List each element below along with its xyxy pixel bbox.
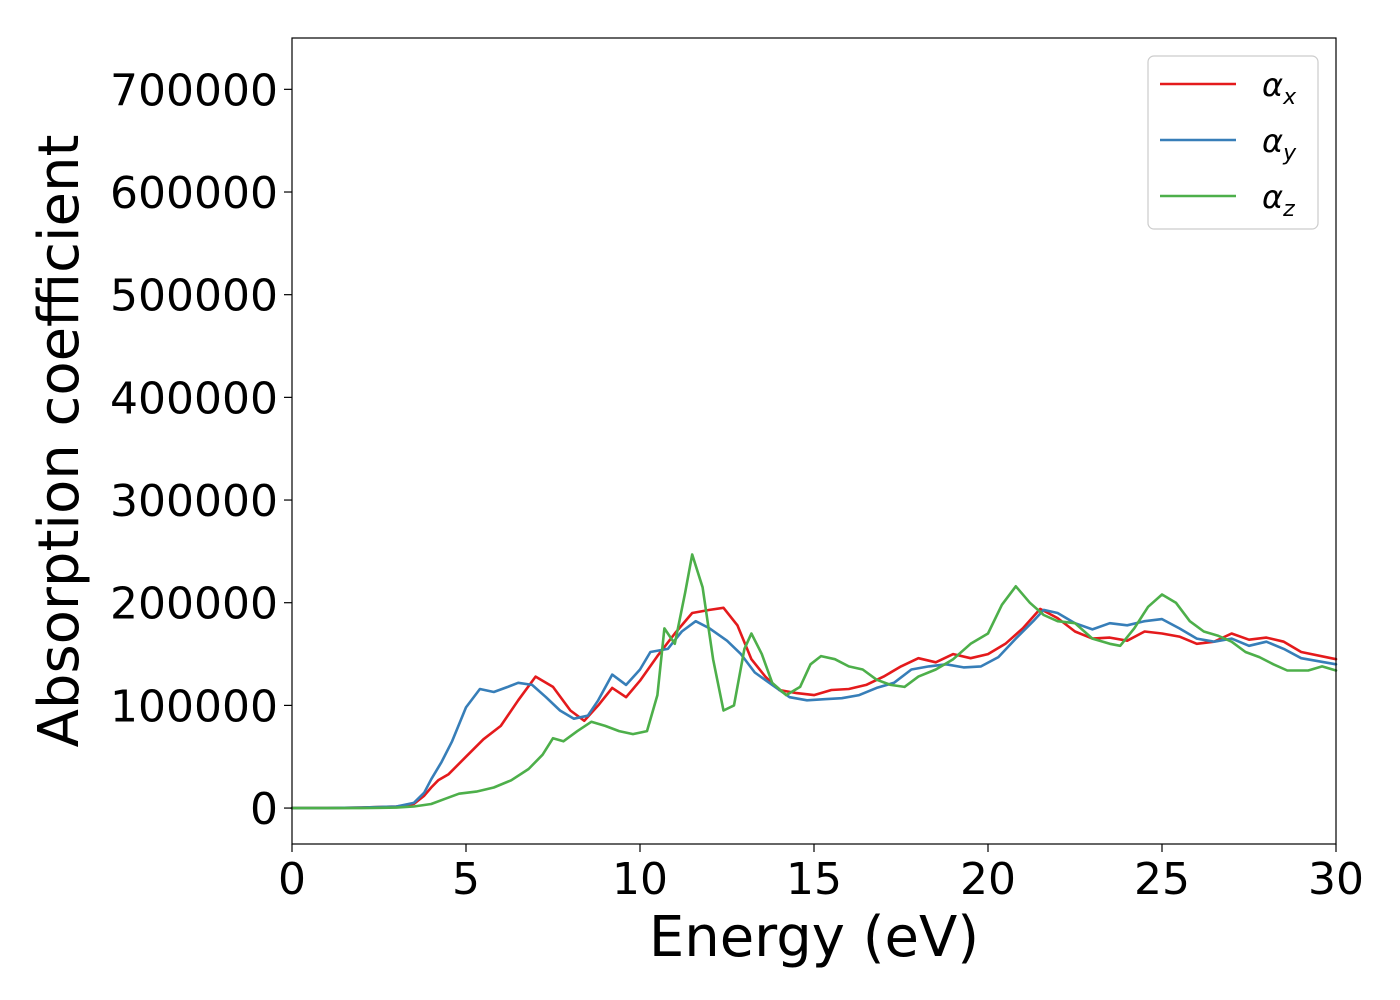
y-tick-label: 400000 bbox=[110, 373, 278, 424]
y-tick-label: 200000 bbox=[110, 579, 278, 630]
legend-label-y: αy bbox=[1262, 122, 1297, 166]
legend-label-z: αz bbox=[1262, 178, 1295, 222]
y-tick-label: 700000 bbox=[110, 65, 278, 116]
legend-box bbox=[1147, 55, 1319, 230]
x-tick-label: 10 bbox=[612, 854, 668, 905]
series-layer bbox=[290, 553, 1338, 810]
y-tick-label: 500000 bbox=[110, 271, 278, 322]
y-tick-label: 0 bbox=[250, 784, 278, 835]
y-tick-label: 100000 bbox=[110, 681, 278, 732]
x-axis-title: Energy (eV) bbox=[649, 905, 979, 970]
series-line-x bbox=[290, 606, 1338, 810]
y-axis-title: Absorption coefficient bbox=[27, 135, 92, 748]
x-tick-label: 15 bbox=[786, 854, 842, 905]
legend-label-x: αx bbox=[1262, 66, 1297, 110]
y-tick-label: 300000 bbox=[110, 476, 278, 527]
y-tick-label: 600000 bbox=[110, 168, 278, 219]
x-tick-label: 5 bbox=[452, 854, 480, 905]
x-tick-label: 0 bbox=[278, 854, 306, 905]
x-tick-label: 25 bbox=[1134, 854, 1190, 905]
x-tick-label: 30 bbox=[1308, 854, 1364, 905]
series-line-z bbox=[290, 553, 1338, 810]
x-axis: 0 5 10 15 20 25 30 bbox=[278, 844, 1364, 905]
y-axis: 0 100000 200000 300000 400000 500000 600000 700… bbox=[110, 65, 292, 835]
legend: αx αy αz bbox=[1147, 55, 1319, 230]
x-tick-label: 20 bbox=[960, 854, 1016, 905]
